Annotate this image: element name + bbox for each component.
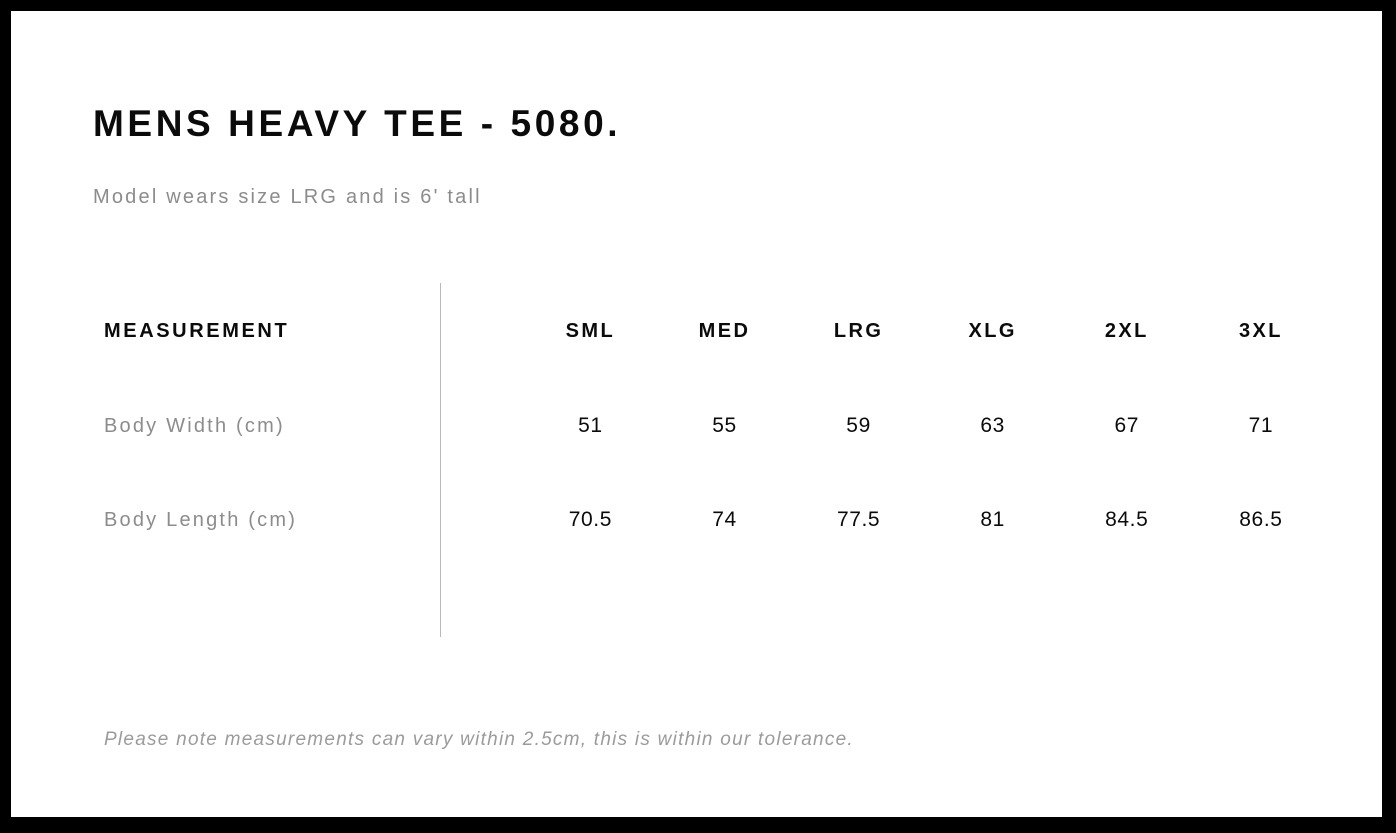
- header-block: MENS HEAVY TEE - 5080. Model wears size …: [93, 105, 1293, 207]
- page-subtitle: Model wears size LRG and is 6' tall: [93, 186, 482, 208]
- cell-body-width-lrg: 59: [846, 414, 871, 437]
- cell-body-length-lrg: 77.5: [836, 508, 881, 531]
- cell-body-width-xlg: 63: [980, 414, 1005, 437]
- size-table-container: MEASUREMENT SML MED LRG XLG 2XL 3XL Body…: [93, 283, 1328, 637]
- cell-body-length-3xl: 86.5: [1239, 508, 1283, 531]
- cell-body-width-3xl: 71: [1248, 414, 1274, 437]
- size-table: MEASUREMENT SML MED LRG XLG 2XL 3XL Body…: [93, 283, 1328, 567]
- column-header-3xl: 3XL: [1238, 319, 1283, 342]
- cell-body-length-2xl: 84.5: [1105, 508, 1149, 531]
- table-row: Body Length (cm) 70.5 74 77.5 81 84.5 86…: [93, 473, 1328, 567]
- cell-body-width-med: 55: [712, 414, 737, 437]
- table-header-row: MEASUREMENT SML MED LRG XLG 2XL 3XL: [93, 283, 1328, 379]
- row-label-body-length: Body Length (cm): [104, 508, 298, 531]
- column-header-2xl: 2XL: [1104, 319, 1149, 342]
- size-chart-sheet: MENS HEAVY TEE - 5080. Model wears size …: [11, 11, 1382, 817]
- column-header-sml: SML: [565, 319, 616, 342]
- table-row: Body Width (cm) 51 55 59 63 67 71: [93, 379, 1328, 473]
- tolerance-footnote: Please note measurements can vary within…: [104, 729, 854, 750]
- cell-body-length-sml: 70.5: [568, 508, 613, 531]
- cell-body-width-sml: 51: [578, 414, 603, 437]
- column-header-lrg: LRG: [833, 319, 884, 342]
- page-title: MENS HEAVY TEE - 5080.: [93, 103, 622, 144]
- cell-body-length-med: 74: [712, 508, 737, 531]
- column-header-xlg: XLG: [968, 319, 1017, 342]
- column-header-med: MED: [698, 319, 751, 342]
- column-header-measurement: MEASUREMENT: [104, 319, 290, 342]
- cell-body-width-2xl: 67: [1114, 414, 1140, 437]
- column-divider: [440, 283, 441, 637]
- cell-body-length-xlg: 81: [980, 508, 1005, 531]
- row-label-body-width: Body Width (cm): [104, 414, 285, 437]
